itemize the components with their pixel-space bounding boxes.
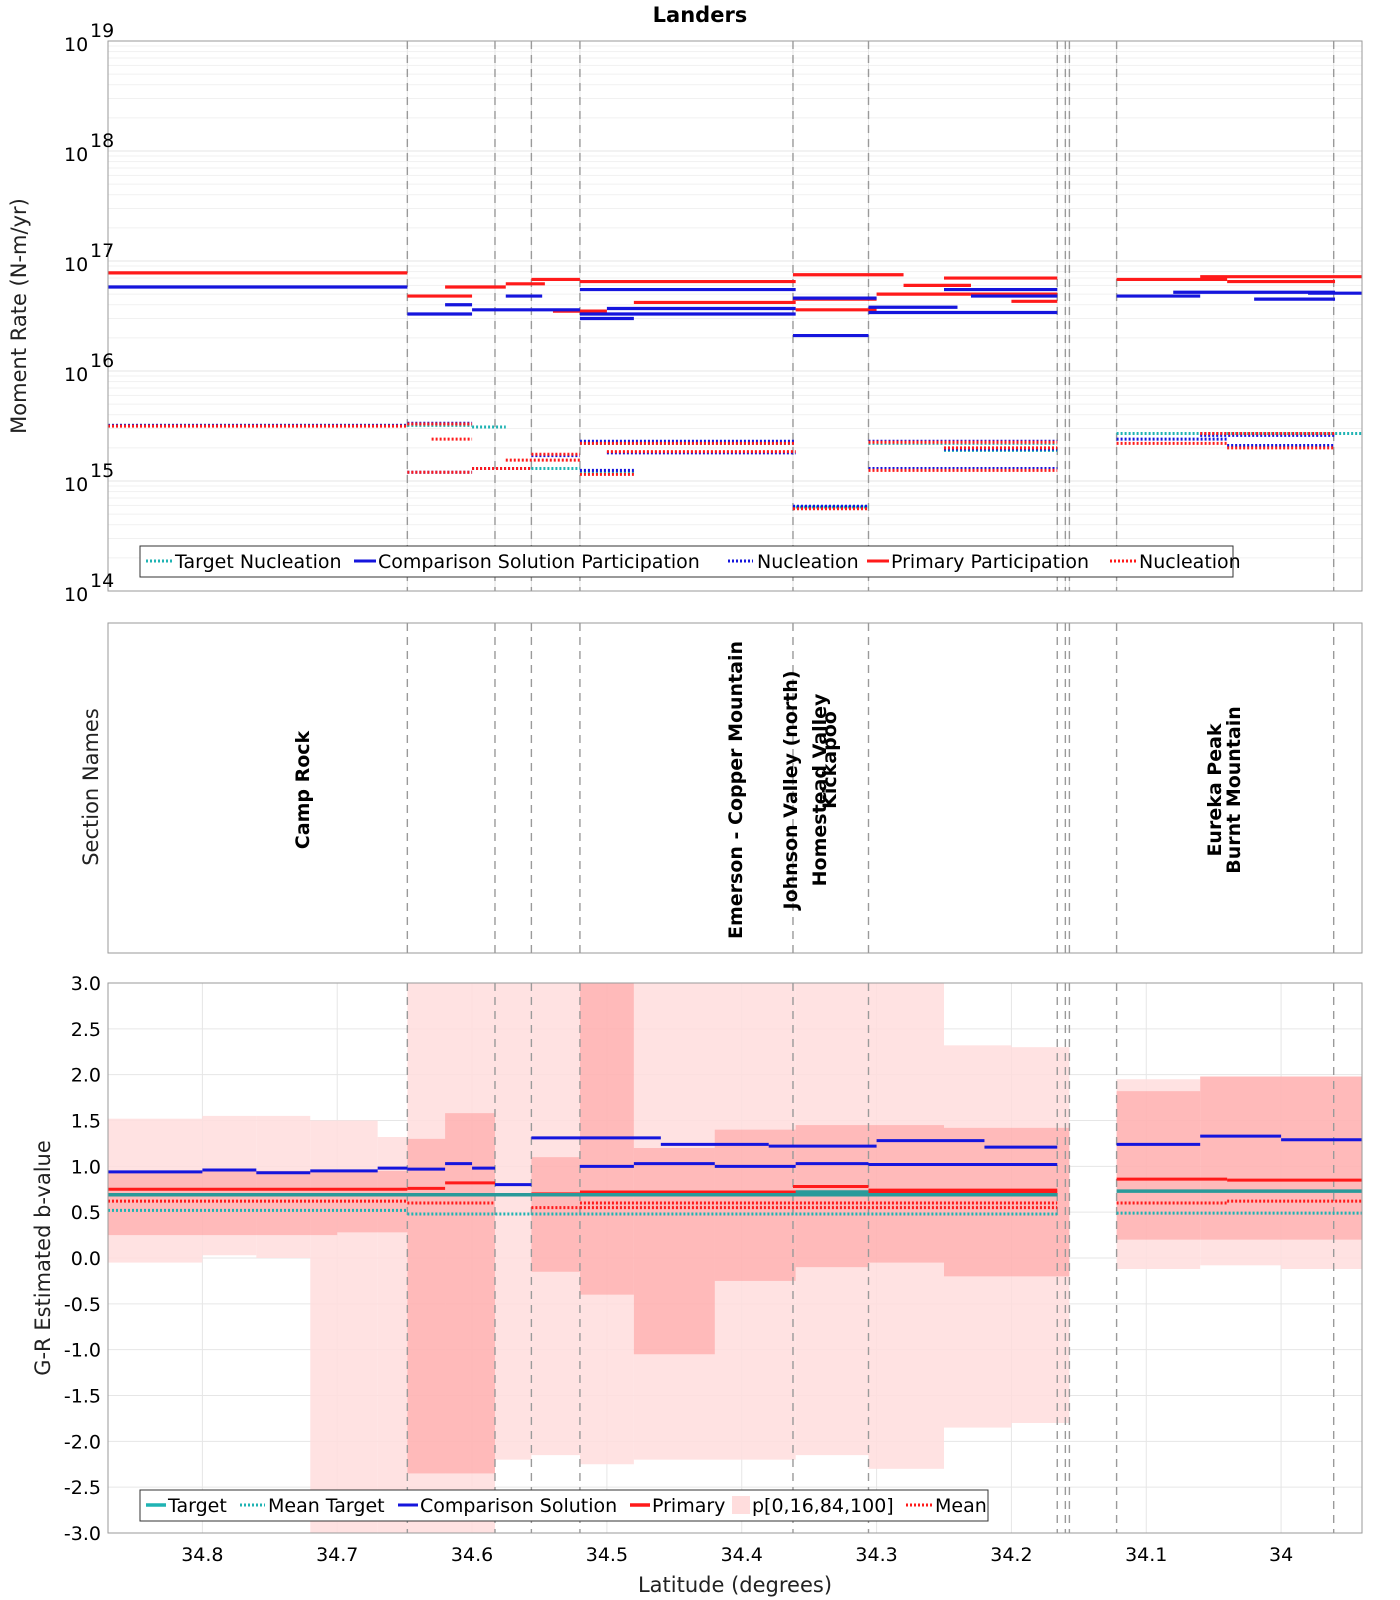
percentile-band-outer <box>407 983 495 1533</box>
legend-percentiles: p[0,16,84,100] <box>752 1495 894 1517</box>
y-tick-label: 2.5 <box>71 1019 101 1041</box>
legend-target-nucleation: Target Nucleation <box>174 551 342 573</box>
percentile-band-inner <box>445 1113 495 1474</box>
y-tick-exponent: 16 <box>90 350 114 372</box>
y-tick-exponent: 18 <box>90 130 114 152</box>
section-kickapoo: Kickapoo <box>819 711 841 809</box>
b-value-panel: 3.0 2.5 2.0 1.5 1.0 0.5 0.0 -0.5 -1.0 -1.5 -2.0 -2.… <box>31 973 1363 1597</box>
section-homestead-valley: Homestead Valley <box>809 693 831 886</box>
x-tick-label: 34.1 <box>1125 1544 1167 1566</box>
legend-primary: Primary <box>652 1495 725 1517</box>
percentile-band-outer <box>1116 1079 1201 1269</box>
y-tick-label: -2.0 <box>64 1431 101 1453</box>
chart-title: Landers <box>653 3 748 27</box>
y-tick-label: 10 <box>64 34 88 56</box>
x-tick-label: 34.8 <box>181 1544 223 1566</box>
percentile-band-outer <box>868 983 944 1469</box>
y-tick-exponent: 14 <box>90 570 114 592</box>
legend-comparison-participation: Comparison Solution Participation <box>378 551 700 573</box>
x-axis-label: Latitude (degrees) <box>638 1573 832 1597</box>
x-tick-label: 34.6 <box>451 1544 493 1566</box>
y-tick-label: -0.5 <box>64 1294 101 1316</box>
legend-mean: Mean <box>935 1495 987 1517</box>
section-burnt-mountain: Burnt Mountain <box>1223 706 1245 874</box>
percentile-band-outer <box>1011 1047 1070 1423</box>
legend-mean-target: Mean Target <box>268 1495 385 1517</box>
percentile-band-outer <box>256 1115 311 1258</box>
percentile-band-inner <box>1116 1091 1201 1240</box>
y-tick-label: -1.0 <box>64 1340 101 1362</box>
y-tick-label: 2.0 <box>71 1065 101 1087</box>
y-tick-label: 3.0 <box>71 973 101 995</box>
x-tick-label: 34 <box>1269 1544 1293 1566</box>
y-tick-label: 1.0 <box>71 1156 101 1178</box>
y-tick-exponent: 15 <box>90 460 114 482</box>
percentile-band-outer <box>1200 1076 1282 1266</box>
y-tick-label: 10 <box>64 474 88 496</box>
percentile-band-outer <box>494 983 532 1460</box>
x-tick-label: 34.2 <box>990 1544 1032 1566</box>
percentile-band-outer <box>1281 1076 1362 1269</box>
percentile-band-inner <box>1200 1076 1362 1240</box>
legend-comparison-nucleation: Nucleation <box>757 551 859 573</box>
percentile-band-inner <box>944 1127 1070 1277</box>
x-tick-label: 34.3 <box>855 1544 897 1566</box>
legend-target: Target <box>167 1495 227 1517</box>
legend-primary-nucleation: Nucleation <box>1139 551 1241 573</box>
percentile-band-outer <box>944 1045 1012 1428</box>
b-value-legend: Target Mean Target Comparison Solution P… <box>139 1489 989 1522</box>
y-tick-label: 0.0 <box>71 1248 101 1270</box>
percentile-band-outer <box>795 983 869 1456</box>
percentile-band-inner <box>108 1170 338 1236</box>
percentile-band-outer <box>202 1115 257 1256</box>
x-tick-label: 34.7 <box>316 1544 358 1566</box>
percentile-band-outer <box>579 983 634 1465</box>
x-tick-label: 34.5 <box>586 1544 628 1566</box>
y-tick-label: 10 <box>64 364 88 386</box>
y-tick-label: 10 <box>64 144 88 166</box>
y-tick-exponent: 19 <box>90 20 114 42</box>
percentile-band-inner <box>633 1148 715 1355</box>
moment-rate-legend: Target Nucleation Comparison Solution Pa… <box>139 545 1241 578</box>
y-tick-label: -1.5 <box>64 1386 101 1408</box>
percentile-band-outer <box>377 1137 408 1533</box>
percentile-band-inner <box>714 1129 796 1281</box>
legend-primary-participation: Primary Participation <box>891 551 1089 573</box>
y-axis-label-b-value: G-R Estimated b-value <box>31 1140 55 1376</box>
y-tick-label: -2.5 <box>64 1477 101 1499</box>
legend-comparison-solution: Comparison Solution <box>420 1495 617 1517</box>
section-eureka-peak: Eureka Peak <box>1204 723 1226 856</box>
percentile-band-outer <box>633 983 796 1460</box>
section-emerson-copper-mountain: Emerson - Copper Mountain <box>725 641 747 939</box>
y-tick-label: -3.0 <box>64 1523 101 1545</box>
y-tick-label: 1.5 <box>71 1111 101 1133</box>
section-names-panel: Section Names Camp Rock Emerson - Copper… <box>79 622 1363 954</box>
section-camp-rock: Camp Rock <box>292 730 314 849</box>
y-axis-label-moment-rate: Moment Rate (N-m/yr) <box>7 198 31 434</box>
y-tick-label: 10 <box>64 584 88 606</box>
y-tick-label: 0.5 <box>71 1202 101 1224</box>
y-axis-label-section-names: Section Names <box>79 708 103 866</box>
x-tick-label: 34.4 <box>721 1544 763 1566</box>
percentile-band-outer <box>531 983 580 1456</box>
y-tick-exponent: 17 <box>90 240 114 262</box>
y-tick-label: 10 <box>64 254 88 276</box>
section-johnson-valley-north: Johnson Valley (north) <box>780 670 802 911</box>
